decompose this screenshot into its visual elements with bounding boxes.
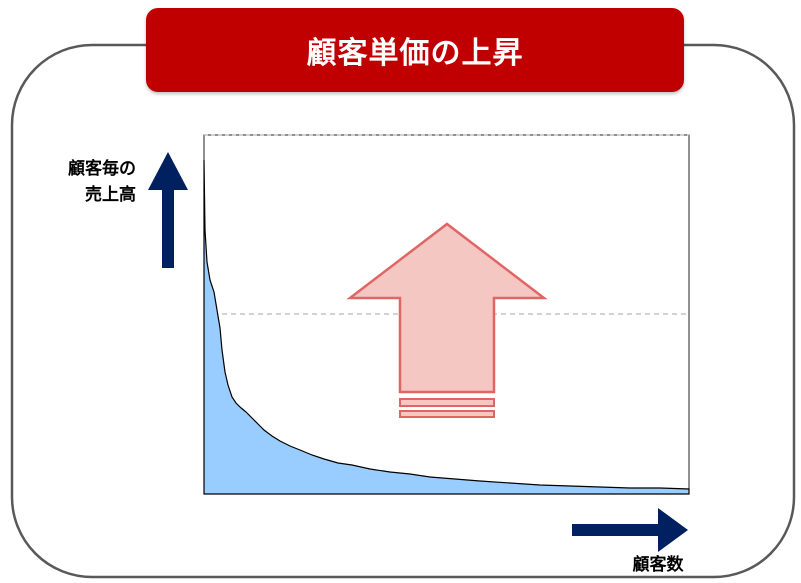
right-arrow-icon bbox=[572, 508, 688, 552]
y-axis-label: 顧客毎の 売上高 bbox=[36, 156, 136, 208]
title-banner: 顧客単価の上昇 bbox=[146, 8, 684, 92]
big-up-arrow-icon bbox=[346, 222, 548, 418]
up-arrow-icon bbox=[148, 152, 188, 268]
y-axis-label-line1: 顧客毎の bbox=[68, 159, 136, 179]
long-tail-area bbox=[203, 159, 690, 495]
diagram-title: 顧客単価の上昇 bbox=[306, 36, 524, 71]
y-axis-label-line2: 売上高 bbox=[85, 185, 136, 205]
x-axis-label: 顧客数 bbox=[632, 555, 684, 575]
